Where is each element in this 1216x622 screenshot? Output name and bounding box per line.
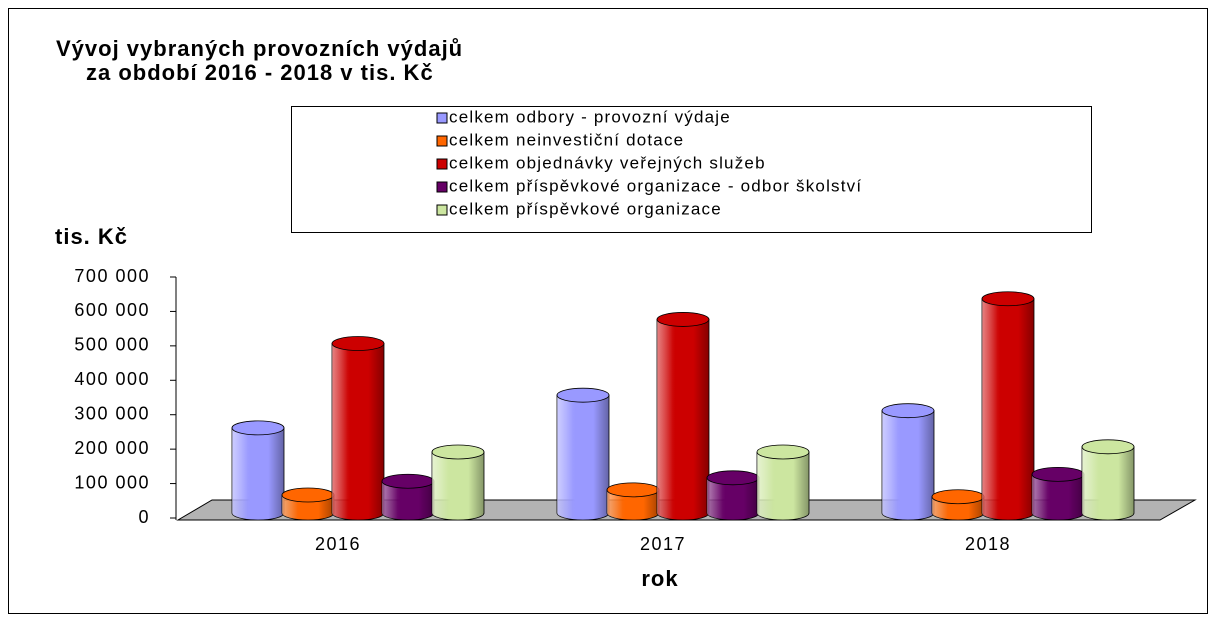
bar-shade — [332, 343, 384, 520]
bar-shade — [982, 298, 1034, 520]
y-tick-label: 300 000 — [74, 403, 150, 423]
x-axis-label: rok — [641, 566, 678, 591]
legend-swatch — [436, 204, 448, 216]
bar-top — [331, 336, 385, 351]
bar-top — [881, 403, 935, 419]
bar-top — [431, 444, 485, 460]
legend-swatch — [436, 135, 448, 147]
bar-top — [931, 489, 985, 505]
legend-label: celkem objednávky veřejných služeb — [449, 153, 766, 172]
bar-top — [281, 487, 335, 503]
y-tick-label: 400 000 — [74, 369, 150, 389]
y-tick-label: 700 000 — [74, 266, 150, 286]
bar-top — [231, 420, 285, 436]
y-tick-label: 0 — [138, 507, 150, 527]
bar-top — [981, 291, 1035, 307]
bar-shade — [432, 451, 484, 520]
bar-top — [381, 473, 435, 489]
legend-swatch — [436, 158, 448, 170]
bar-shade — [1082, 446, 1134, 520]
x-tick-label: 2017 — [640, 534, 686, 554]
bar-top — [606, 482, 660, 498]
legend-label: celkem příspěvkové organizace — [449, 199, 722, 218]
legend-swatch — [436, 181, 448, 193]
legend-swatch — [436, 112, 448, 124]
x-tick-label: 2018 — [965, 534, 1011, 554]
bar-shade — [557, 395, 609, 520]
bar-top — [1081, 439, 1135, 455]
y-axis-label: tis. Kč — [55, 224, 128, 249]
bar-shade — [757, 451, 809, 520]
bar-shade — [707, 477, 759, 520]
y-tick-label: 100 000 — [74, 472, 150, 492]
legend-label: celkem neinvestiční dotace — [449, 130, 684, 149]
x-tick-label: 2016 — [315, 534, 361, 554]
bar-top — [656, 312, 710, 327]
bar-shade — [232, 427, 284, 520]
bar-top — [556, 387, 610, 403]
bar-shade — [382, 481, 434, 520]
bar-top — [1031, 466, 1085, 482]
chart-title: Vývoj vybraných provozních výdajů — [56, 36, 463, 61]
y-tick-label: 500 000 — [74, 335, 150, 355]
bar-shade — [882, 410, 934, 520]
bar-shade — [657, 319, 709, 520]
bar-shade — [1032, 474, 1084, 520]
bar-shade — [607, 489, 659, 520]
chart-title: za období 2016 - 2018 v tis. Kč — [86, 60, 434, 85]
bar-top — [706, 470, 760, 486]
y-tick-label: 200 000 — [74, 438, 150, 458]
legend-label: celkem příspěvkové organizace - odbor šk… — [449, 176, 862, 195]
bar-top — [756, 444, 810, 460]
y-tick-label: 600 000 — [74, 300, 150, 320]
legend-box — [291, 106, 1092, 233]
legend-label: celkem odbory - provozní výdaje — [449, 107, 731, 126]
